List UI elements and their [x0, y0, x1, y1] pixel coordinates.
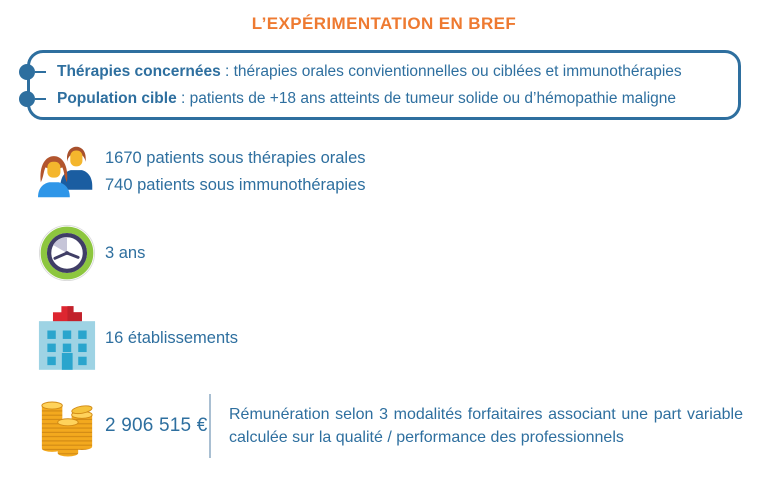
brief-line-therapies: Thérapies concernées : thérapies orales … — [19, 58, 728, 85]
stat-line: 3 ans — [105, 243, 146, 262]
vertical-divider — [209, 394, 211, 458]
bullet-dot-icon — [19, 63, 35, 80]
brief-box: Thérapies concernées : thérapies orales … — [19, 50, 741, 120]
patients-group-icon — [36, 144, 98, 200]
stat-row-establishments: 16 établissements — [36, 306, 768, 370]
bullet-dot-icon — [19, 90, 35, 107]
bullet-dash — [35, 97, 46, 100]
patients-stat-text: 1670 patients sous thérapies orales 740 … — [105, 145, 366, 199]
brief-line-label: Thérapies concernées — [57, 63, 221, 80]
bullet-dash — [35, 70, 46, 73]
stat-row-funding: 2 906 515 € Rémunération selon 3 modalit… — [36, 394, 768, 458]
brief-line-population: Population cible : patients de +18 ans a… — [19, 85, 728, 112]
funding-amount: 2 906 515 € — [105, 415, 208, 436]
infographic-page: L’EXPÉRIMENTATION EN BREF Thérapies conc… — [0, 14, 768, 458]
funding-description: Rémunération selon 3 modalités forfaitai… — [229, 406, 743, 446]
stat-row-patients: 1670 patients sous thérapies orales 740 … — [36, 144, 768, 200]
coins-icon — [36, 394, 98, 458]
brief-line-label: Population cible — [57, 90, 177, 107]
page-title: L’EXPÉRIMENTATION EN BREF — [251, 14, 517, 33]
stat-line: 1670 patients sous thérapies orales — [105, 149, 366, 167]
stat-line: 16 établissements — [105, 328, 238, 347]
establishments-stat-text: 16 établissements — [105, 325, 238, 352]
brief-line-text: : patients de +18 ans atteints de tumeur… — [176, 90, 677, 107]
stats-list: 1670 patients sous thérapies orales 740 … — [36, 144, 768, 458]
hospital-icon — [36, 306, 98, 370]
stat-row-duration: 3 ans — [36, 224, 768, 282]
stat-line: 740 patients sous immunothérapies — [105, 176, 366, 194]
brief-line-text: : thérapies orales convientionnelles ou … — [220, 63, 682, 80]
duration-stat-text: 3 ans — [105, 240, 145, 267]
clock-icon — [36, 224, 98, 282]
